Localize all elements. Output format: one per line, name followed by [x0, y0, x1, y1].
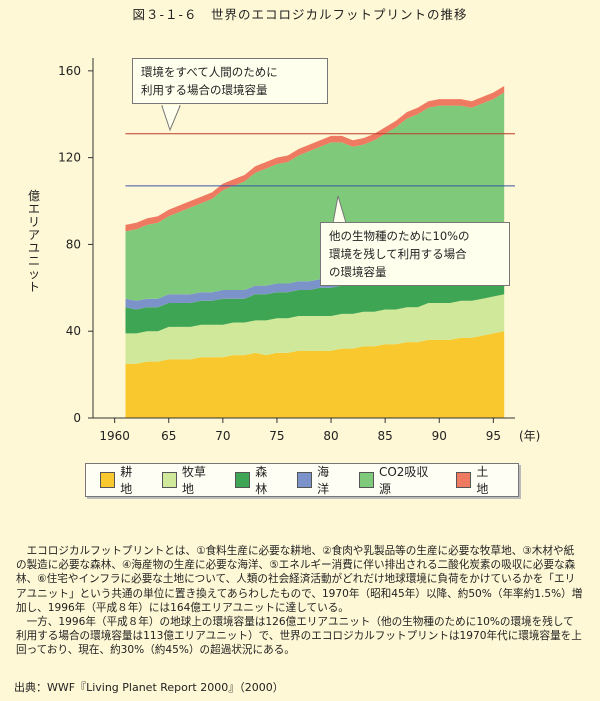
area-土地: [125, 86, 505, 232]
area-海洋: [125, 248, 505, 310]
legend-item: 森林: [235, 463, 278, 497]
legend: 耕地 牧草地 森林 海洋 CO2吸収源 土地: [85, 463, 519, 497]
callout-total-capacity: 環境をすべて人間のために 利用する場合の環境容量: [132, 58, 328, 104]
y-tick-label: 80: [66, 237, 81, 251]
x-tick-label: 1960: [99, 429, 130, 443]
area-耕地: [125, 331, 505, 418]
legend-item: 耕地: [100, 463, 143, 497]
legend-item: 牧草地: [161, 463, 216, 497]
legend-label: 耕地: [120, 465, 133, 496]
legend-item: 海洋: [296, 463, 340, 497]
legend-label: CO2吸収源: [378, 465, 429, 496]
callout-line: 利用する場合の環境容量: [141, 83, 268, 97]
legend-label: 土地: [476, 465, 489, 496]
x-tick-label: 80: [323, 429, 338, 443]
x-tick-label: 90: [432, 429, 447, 443]
figure-title: 図３-１-６ 世界のエコロジカルフットプリントの推移: [132, 7, 468, 22]
x-axis-unit: (年): [519, 429, 540, 443]
x-tick-label: 75: [269, 429, 284, 443]
source-note: 出典：WWF『Living Planet Report 2000』（2000）: [14, 681, 284, 694]
callout-biodiversity-capacity-text: 他の生物種のために10%の 環境を残して利用する場合 の環境容量: [329, 227, 501, 281]
legend-swatch: [161, 472, 178, 488]
callout-total-pointer: [161, 105, 181, 132]
capacity-lines: [125, 133, 515, 187]
x-tick-label: 65: [161, 429, 176, 443]
legend-label: 森林: [255, 465, 268, 496]
y-axis-label: 億エリアユニット: [27, 189, 40, 294]
legend-swatch: [358, 472, 374, 488]
callout-line: の環境容量: [329, 265, 387, 279]
y-tick-label: 0: [73, 411, 81, 425]
legend-item: CO2吸収源: [358, 463, 437, 497]
legend-label: 海洋: [317, 465, 330, 496]
description-paragraph-1: エコロジカルフットプリントとは、①食料生産に必要な耕地、②食肉や乳製品等の生産に…: [16, 545, 583, 614]
x-tick-label: 70: [215, 429, 230, 443]
area-牧草地: [125, 294, 505, 364]
legend-swatch: [235, 472, 251, 488]
description-paragraph-2: 一方、1996年（平成８年）の地球上の環境容量は126億エリアユニット（他の生物…: [16, 616, 582, 657]
legend-item: 土地: [456, 463, 499, 497]
x-tick-label: 95: [486, 429, 501, 443]
tick-labels: 0 40 80 120 160 1960 65 70 75 80 85 90 95 (年): [58, 64, 540, 443]
callout-line: 他の生物種のために10%の: [329, 229, 470, 243]
axes: [88, 58, 515, 423]
legend-swatch: [456, 472, 472, 488]
description: エコロジカルフットプリントとは、①食料生産に必要な耕地、②食肉や乳製品等の生産に…: [16, 544, 584, 658]
legend-label: 牧草地: [182, 465, 207, 496]
callout-biodiversity-capacity: 他の生物種のために10%の 環境を残して利用する場合 の環境容量: [320, 222, 510, 286]
callout-line: 環境をすべて人間のために: [141, 65, 278, 79]
callout-line: 環境を残して利用する場合: [329, 247, 467, 261]
legend-swatch: [296, 472, 313, 488]
x-tick-label: 85: [378, 429, 393, 443]
callout-total-capacity-text: 環境をすべて人間のために 利用する場合の環境容量: [141, 63, 319, 99]
y-tick-label: 160: [58, 64, 81, 78]
y-tick-label: 40: [66, 324, 81, 338]
legend-swatch: [100, 472, 116, 488]
y-tick-label: 120: [58, 151, 81, 165]
